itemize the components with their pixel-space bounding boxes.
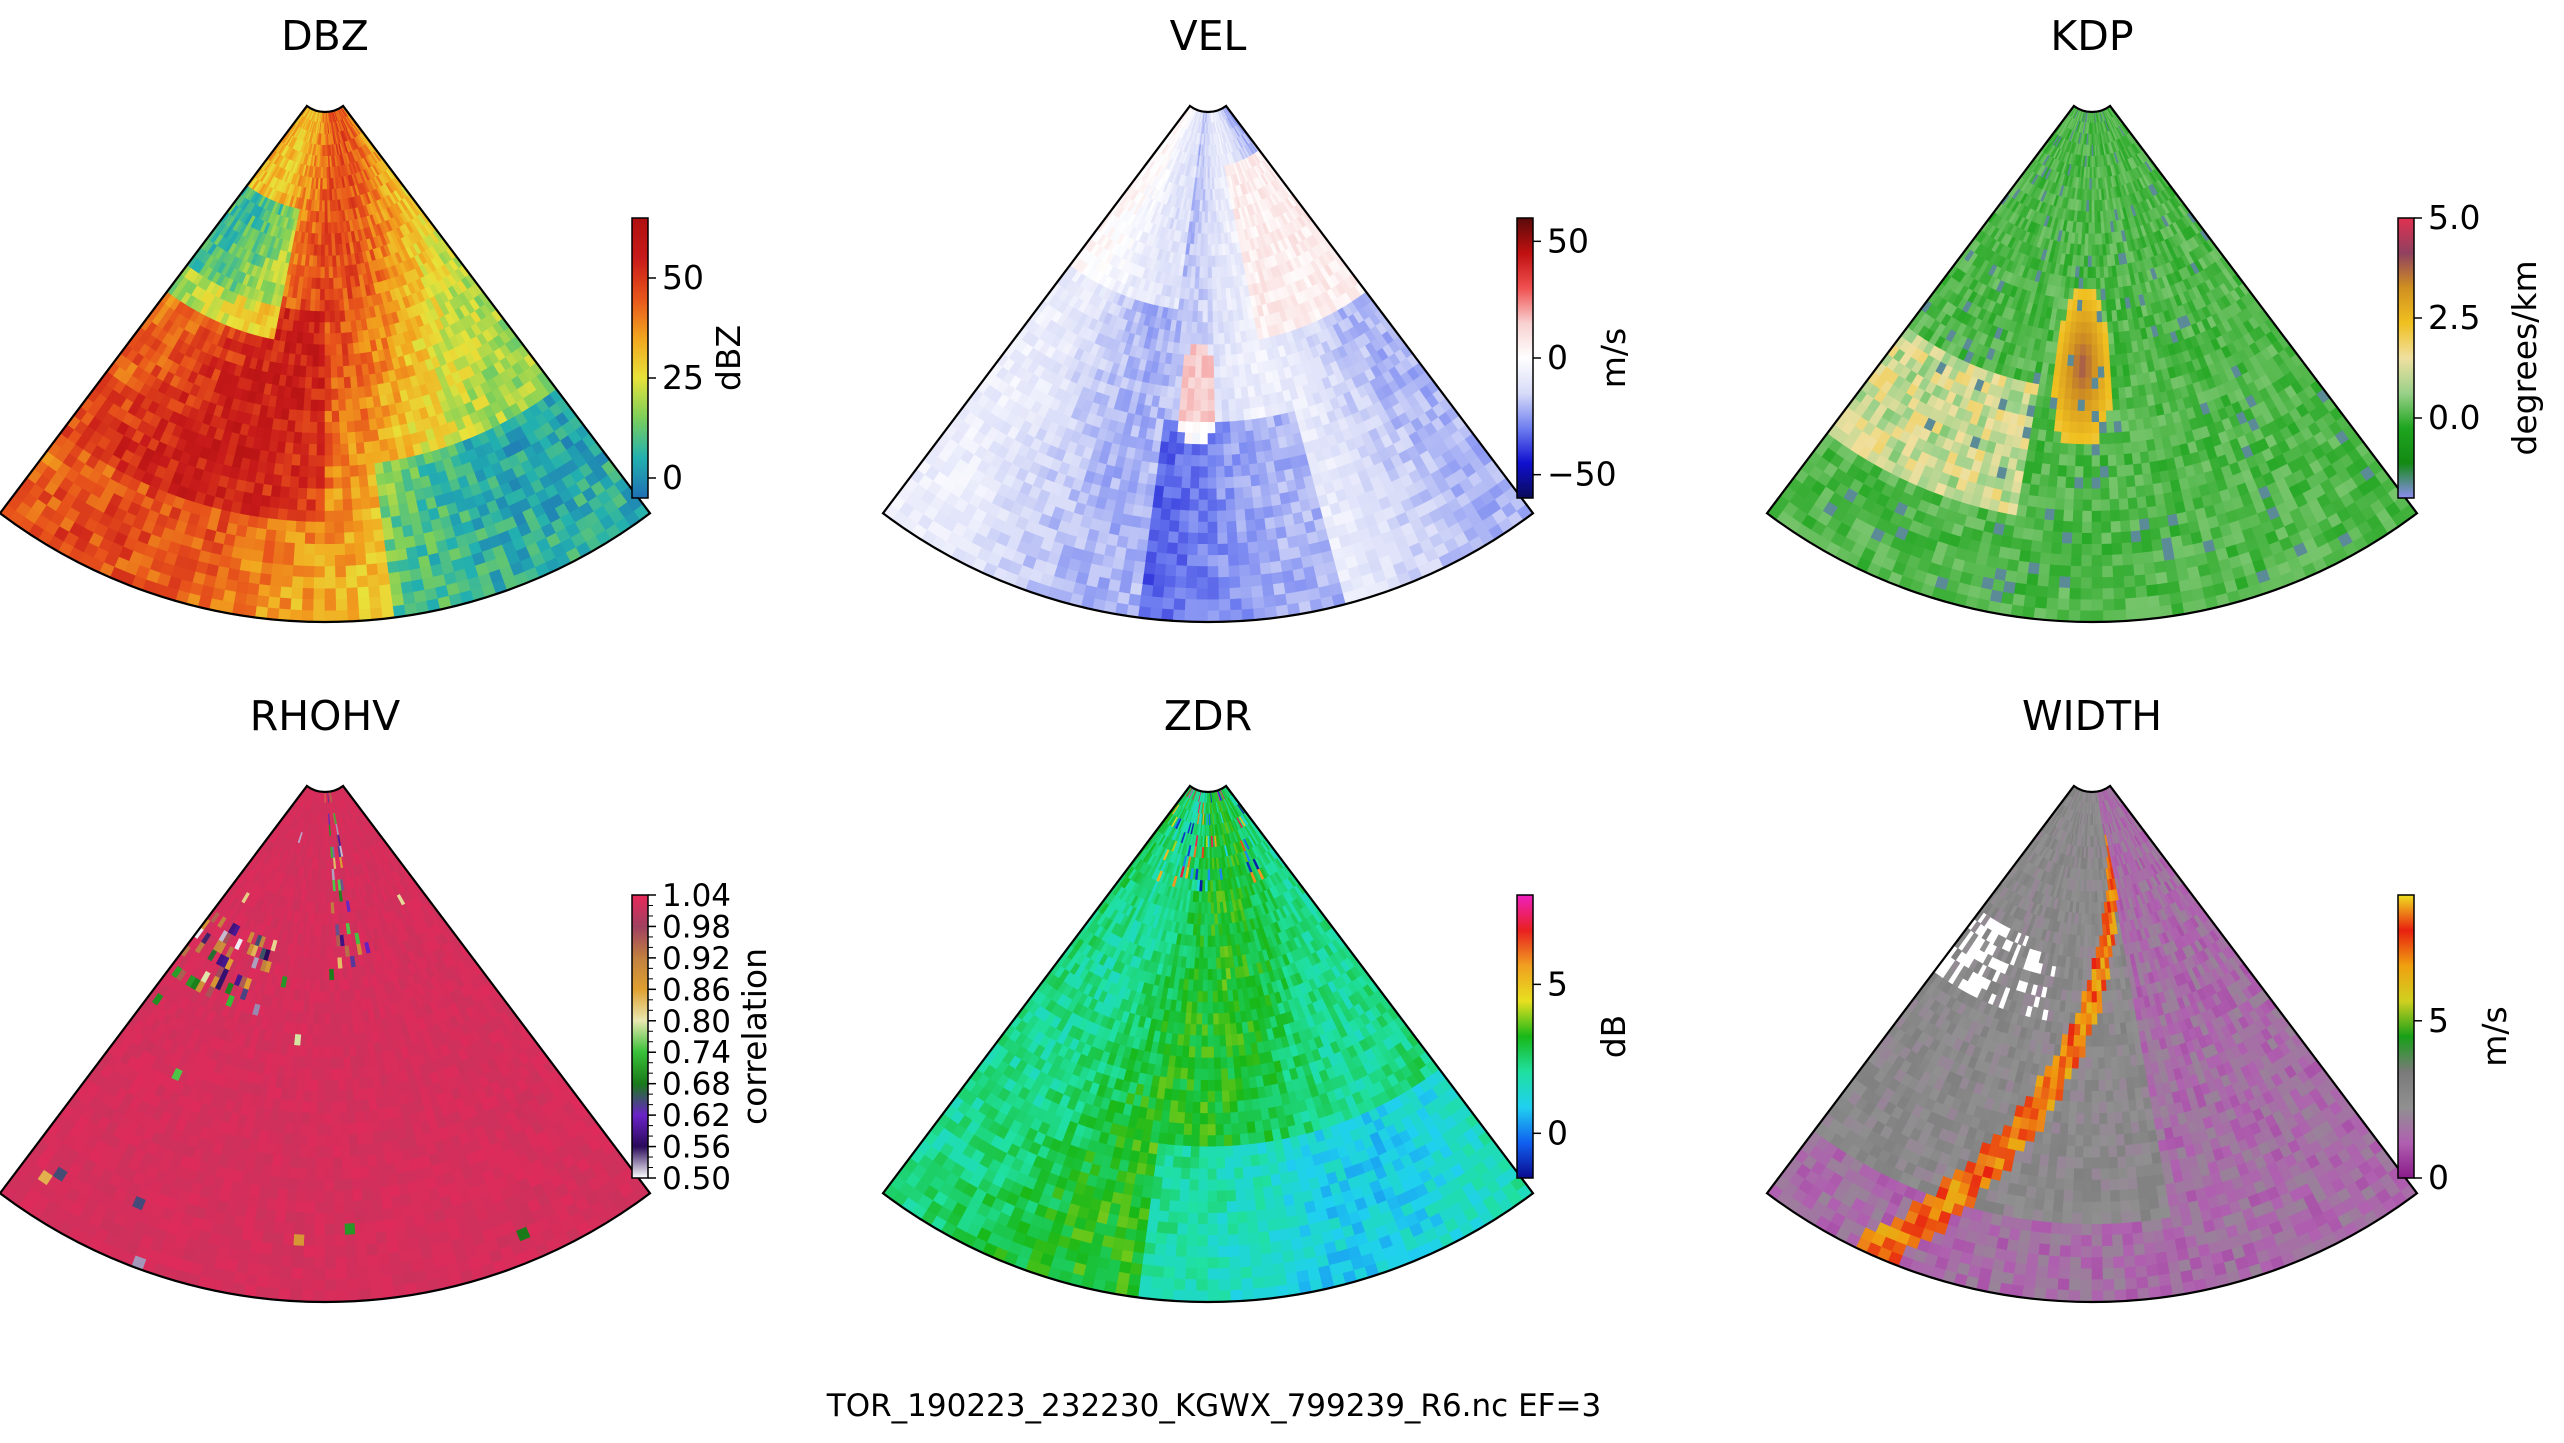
colorbar-tick-label: 25	[662, 358, 704, 397]
wedge-outline-dbz	[0, 104, 652, 624]
colorbar-label: dB	[1594, 1015, 1633, 1059]
colorbar-label: m/s	[1594, 328, 1633, 388]
panel-title-kdp: KDP	[2050, 12, 2133, 60]
colorbar-tick-label: 0.68	[662, 1067, 731, 1103]
colorbar-label: m/s	[2475, 1006, 2514, 1066]
colorbar-tick-label: 5	[2428, 1001, 2449, 1040]
colorbar-tick-label: 0.98	[662, 909, 731, 945]
colorbar-tick-label: 0.0	[2428, 398, 2480, 437]
colorbar-tick-label: 0.92	[662, 941, 731, 977]
panel-title-vel: VEL	[1170, 12, 1247, 60]
colorbar-tick-label: 0	[1547, 1113, 1568, 1152]
colorbar-tick-label: 5	[1547, 964, 1568, 1003]
panel-zdr: ZDR 0 5 dB	[881, 692, 1633, 1304]
field-rhohv	[0, 785, 650, 1302]
panel-title-zdr: ZDR	[1164, 692, 1252, 740]
field-width	[1767, 785, 2417, 1302]
wedge-outline-width	[1765, 784, 2419, 1304]
figure-suptitle: TOR_190223_232230_KGWX_799239_R6.nc EF=3	[826, 1388, 1601, 1424]
colorbar-tick-label: 0.86	[662, 972, 731, 1008]
wedge-outline-kdp	[1765, 104, 2419, 624]
colorbar-tick-label: 1.04	[662, 878, 731, 914]
field-zdr	[883, 785, 1533, 1302]
colorbar-vel	[1516, 217, 1534, 499]
panel-kdp: KDP 0.0 2.5 5.0 degrees/km	[1765, 12, 2544, 624]
colorbar-tick-label: 0	[2428, 1158, 2449, 1197]
colorbar-label: dBZ	[709, 325, 748, 391]
colorbar-label: correlation	[735, 948, 774, 1125]
wedge-outline-rhohv	[0, 784, 652, 1304]
panel-title-rhohv: RHOHV	[250, 692, 400, 740]
colorbar-dbz	[631, 217, 649, 499]
panel-title-dbz: DBZ	[281, 12, 369, 60]
colorbar-tick-label: 50	[662, 258, 704, 297]
colorbar-zdr	[1516, 894, 1534, 1179]
colorbar-tick-label: 0	[662, 458, 683, 497]
colorbar-tick-label: 0.56	[662, 1130, 731, 1166]
panel-width: WIDTH 0 5 m/s	[1765, 692, 2514, 1304]
panels: DBZ02550dBZVEL−50050m/sKDP0.02.55.0degre…	[0, 12, 2544, 1304]
colorbar-tick-label: 0.50	[662, 1161, 731, 1197]
colorbar-tick-label: −50	[1547, 455, 1617, 494]
colorbar-kdp	[2397, 217, 2415, 499]
colorbar-tick-label: 0	[1547, 338, 1568, 377]
colorbar-rhohv	[631, 894, 649, 1179]
colorbar-label: degrees/km	[2505, 260, 2544, 455]
colorbar-tick-label: 0.74	[662, 1035, 731, 1071]
colorbar-tick-label: 2.5	[2428, 298, 2480, 337]
colorbar-tick-label: 0.62	[662, 1098, 731, 1134]
colorbar-tick-label: 0.80	[662, 1004, 731, 1040]
field-kdp	[1767, 105, 2417, 623]
colorbar-tick-label: 50	[1547, 221, 1589, 260]
field-dbz	[0, 105, 650, 623]
wedge-outline-vel	[881, 104, 1535, 624]
colorbar-width	[2397, 894, 2415, 1179]
panel-title-width: WIDTH	[2022, 692, 2162, 740]
wedge-outline-zdr	[881, 784, 1535, 1304]
field-vel	[883, 105, 1533, 623]
colorbar-tick-label: 5.0	[2428, 198, 2480, 237]
panel-vel: VEL −50 0 50 m/s	[881, 12, 1633, 624]
panel-rhohv: RHOHV 0.500.560.620.680.740.800.860.920.9…	[0, 692, 774, 1304]
